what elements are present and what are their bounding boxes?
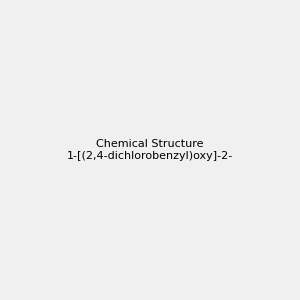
Text: Chemical Structure
1-[(2,4-dichlorobenzyl)oxy]-2-: Chemical Structure 1-[(2,4-dichlorobenzy… [67,139,233,161]
